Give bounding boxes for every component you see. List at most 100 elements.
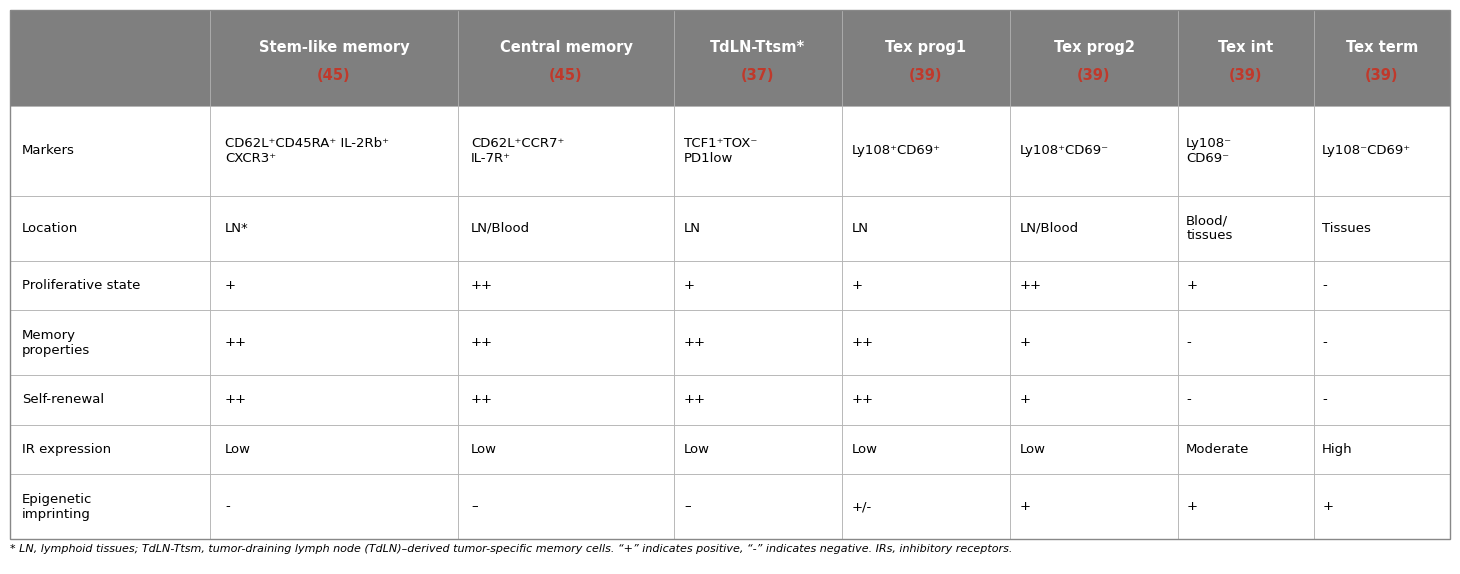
Text: ++: ++ bbox=[472, 393, 493, 406]
Text: Markers: Markers bbox=[22, 144, 74, 157]
Bar bbox=[1010, 474, 1178, 539]
Bar bbox=[1314, 375, 1450, 425]
Text: TCF1⁺TOX⁻
PD1low: TCF1⁺TOX⁻ PD1low bbox=[685, 137, 758, 165]
Bar bbox=[10, 375, 210, 425]
Bar bbox=[1010, 10, 1178, 106]
Text: (45): (45) bbox=[549, 68, 583, 83]
Bar bbox=[210, 261, 458, 310]
Text: ++: ++ bbox=[472, 279, 493, 292]
Bar bbox=[1178, 375, 1314, 425]
Text: ++: ++ bbox=[853, 393, 875, 406]
Text: Self-renewal: Self-renewal bbox=[22, 393, 104, 406]
Text: ++: ++ bbox=[685, 393, 707, 406]
Bar bbox=[1314, 310, 1450, 375]
Text: ++: ++ bbox=[685, 336, 707, 349]
Text: –: – bbox=[685, 500, 691, 513]
Text: +: + bbox=[1021, 393, 1031, 406]
Text: -: - bbox=[1323, 279, 1327, 292]
Bar bbox=[1314, 261, 1450, 310]
Bar bbox=[1010, 425, 1178, 474]
Text: –: – bbox=[472, 500, 477, 513]
Text: Low: Low bbox=[1021, 443, 1045, 456]
Text: Proliferative state: Proliferative state bbox=[22, 279, 140, 292]
Bar bbox=[210, 474, 458, 539]
Bar bbox=[210, 375, 458, 425]
Text: Ly108⁻
CD69⁻: Ly108⁻ CD69⁻ bbox=[1186, 137, 1232, 165]
Bar bbox=[842, 474, 1010, 539]
Bar bbox=[1178, 425, 1314, 474]
Text: (37): (37) bbox=[742, 68, 775, 83]
Bar bbox=[842, 106, 1010, 196]
Text: Blood/
tissues: Blood/ tissues bbox=[1186, 214, 1232, 242]
Bar bbox=[10, 425, 210, 474]
Bar bbox=[10, 261, 210, 310]
Text: (39): (39) bbox=[1229, 68, 1263, 83]
Text: +: + bbox=[1021, 336, 1031, 349]
Bar bbox=[10, 310, 210, 375]
Text: Ly108⁺CD69⁺: Ly108⁺CD69⁺ bbox=[853, 144, 942, 157]
Text: LN: LN bbox=[685, 222, 701, 235]
Bar bbox=[1010, 196, 1178, 261]
Text: +: + bbox=[1186, 500, 1197, 513]
Text: -: - bbox=[225, 500, 229, 513]
Bar bbox=[1178, 106, 1314, 196]
Bar bbox=[458, 196, 675, 261]
Bar bbox=[675, 10, 842, 106]
Text: Central memory: Central memory bbox=[499, 40, 632, 55]
Bar bbox=[842, 375, 1010, 425]
Text: LN: LN bbox=[853, 222, 869, 235]
Bar bbox=[1010, 310, 1178, 375]
Text: CD62L⁺CD45RA⁺ IL-2Rb⁺
CXCR3⁺: CD62L⁺CD45RA⁺ IL-2Rb⁺ CXCR3⁺ bbox=[225, 137, 388, 165]
Bar bbox=[1314, 10, 1450, 106]
Text: LN/Blood: LN/Blood bbox=[472, 222, 530, 235]
Bar bbox=[675, 375, 842, 425]
Bar bbox=[458, 474, 675, 539]
Bar bbox=[842, 10, 1010, 106]
Text: (39): (39) bbox=[910, 68, 943, 83]
Bar bbox=[458, 310, 675, 375]
Text: -: - bbox=[1323, 336, 1327, 349]
Text: Low: Low bbox=[685, 443, 710, 456]
Bar bbox=[1010, 375, 1178, 425]
Text: (45): (45) bbox=[317, 68, 350, 83]
Text: Low: Low bbox=[472, 443, 496, 456]
Text: ++: ++ bbox=[472, 336, 493, 349]
Text: * LN, lymphoid tissues; TdLN-Ttsm, tumor-draining lymph node (TdLN)–derived tumo: * LN, lymphoid tissues; TdLN-Ttsm, tumor… bbox=[10, 544, 1012, 554]
Bar bbox=[458, 375, 675, 425]
Bar bbox=[675, 310, 842, 375]
Text: TdLN-Ttsm*: TdLN-Ttsm* bbox=[711, 40, 806, 55]
Text: -: - bbox=[1323, 393, 1327, 406]
Text: Tex int: Tex int bbox=[1219, 40, 1273, 55]
Text: IR expression: IR expression bbox=[22, 443, 111, 456]
Text: Memory
properties: Memory properties bbox=[22, 328, 91, 356]
Text: Stem-like memory: Stem-like memory bbox=[258, 40, 409, 55]
Text: +: + bbox=[685, 279, 695, 292]
Bar bbox=[1314, 106, 1450, 196]
Text: Tex prog2: Tex prog2 bbox=[1054, 40, 1134, 55]
Text: Tex term: Tex term bbox=[1346, 40, 1418, 55]
Bar bbox=[1314, 425, 1450, 474]
Text: LN*: LN* bbox=[225, 222, 248, 235]
Text: -: - bbox=[1186, 336, 1191, 349]
Text: +: + bbox=[853, 279, 863, 292]
Bar bbox=[842, 196, 1010, 261]
Text: Location: Location bbox=[22, 222, 79, 235]
Bar bbox=[675, 196, 842, 261]
Bar bbox=[458, 425, 675, 474]
Bar bbox=[842, 261, 1010, 310]
Bar bbox=[1178, 10, 1314, 106]
Bar bbox=[1178, 196, 1314, 261]
Text: LN/Blood: LN/Blood bbox=[1021, 222, 1079, 235]
Text: Epigenetic
imprinting: Epigenetic imprinting bbox=[22, 492, 92, 521]
Text: ++: ++ bbox=[225, 336, 247, 349]
Bar bbox=[1010, 106, 1178, 196]
Bar bbox=[10, 10, 210, 106]
Bar bbox=[1010, 261, 1178, 310]
Bar bbox=[458, 106, 675, 196]
Text: Low: Low bbox=[225, 443, 251, 456]
Text: Moderate: Moderate bbox=[1186, 443, 1250, 456]
Text: Ly108⁺CD69⁻: Ly108⁺CD69⁻ bbox=[1021, 144, 1110, 157]
Text: ++: ++ bbox=[225, 393, 247, 406]
Bar bbox=[10, 106, 210, 196]
Bar bbox=[675, 425, 842, 474]
